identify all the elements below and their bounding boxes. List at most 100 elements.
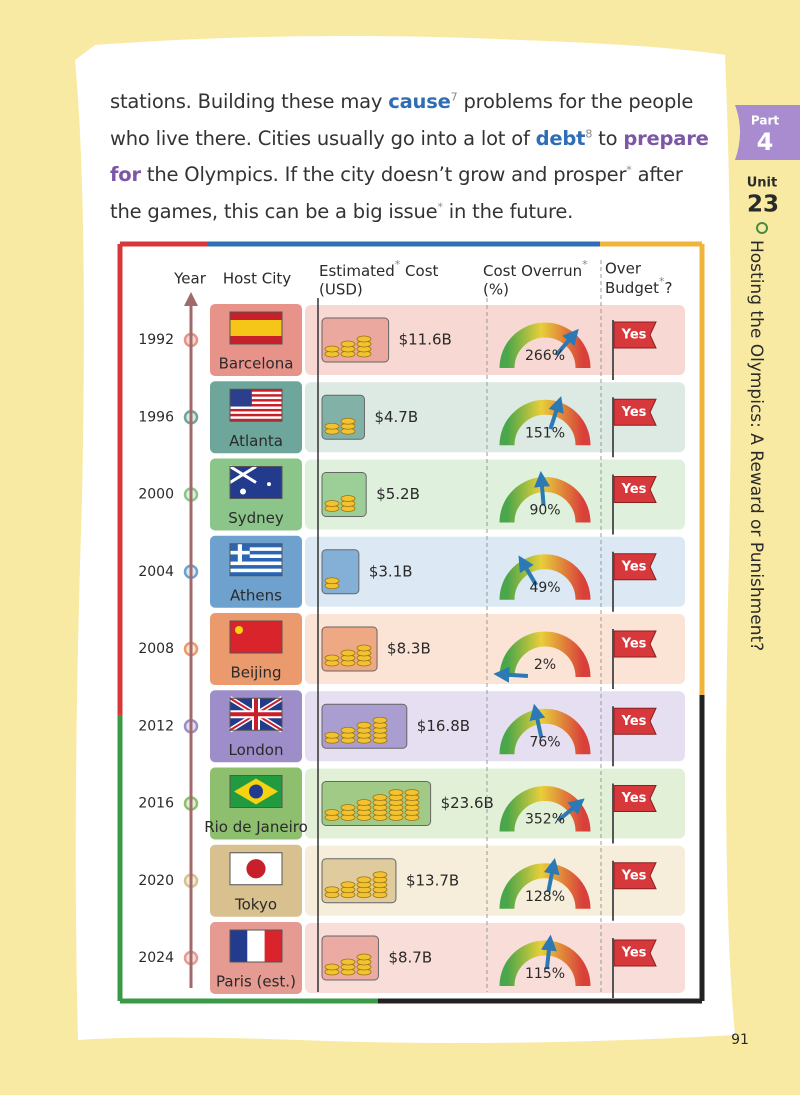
flag-part: [240, 488, 246, 495]
flag-part: [230, 389, 282, 392]
budget-flag: [613, 939, 657, 967]
cost-box: [321, 317, 390, 363]
city-name: Rio de Janeiro: [204, 818, 308, 836]
footnote-mark: 8: [585, 127, 593, 140]
header-over: Over: [605, 260, 642, 278]
header-cost-unit: (USD): [319, 281, 363, 299]
overrun-label: 151%: [525, 425, 565, 441]
year: 1996: [138, 409, 174, 425]
flag-part: [230, 399, 282, 402]
gauge-arc: [499, 631, 591, 678]
budget-flag: [613, 553, 657, 581]
glossary-mark: *: [626, 163, 632, 177]
header-cost: Estimated* Cost: [319, 258, 439, 280]
coin: [372, 716, 388, 724]
flag-part: [249, 784, 263, 799]
city-name: Atlanta: [229, 432, 283, 450]
over-budget: Yes: [621, 714, 647, 729]
flag-part: [230, 320, 282, 336]
text: problems for the people who live there. …: [110, 90, 694, 150]
row-band: [305, 536, 685, 607]
header-text: Cost Overrun: [483, 262, 582, 280]
over-budget: Yes: [621, 637, 647, 652]
header-text: Budget: [605, 279, 659, 297]
over-budget: Yes: [621, 405, 647, 420]
cost-label: $11.6B: [399, 331, 452, 349]
paragraph: stations. Building these may cause7 prob…: [110, 84, 714, 230]
row-band: [305, 845, 685, 916]
part-tab: [735, 105, 800, 160]
gauge-needle: [548, 396, 564, 430]
gauge-needle: [518, 555, 538, 587]
flag-part: [230, 572, 282, 576]
text: the Olympics. If the city doesn’t grow a…: [140, 163, 627, 186]
city-name: London: [229, 741, 284, 759]
cost-label: $16.8B: [417, 717, 470, 735]
overrun-label: 90%: [529, 503, 560, 519]
flag-part: [230, 408, 282, 412]
header-star: *: [659, 275, 665, 288]
coin: [356, 953, 372, 961]
coin: [340, 804, 356, 811]
gauge-arc: [499, 399, 591, 446]
header-overrun-unit: (%): [483, 281, 509, 299]
city-name: Tokyo: [234, 895, 277, 913]
coin: [356, 876, 372, 884]
vocab-word: cause: [388, 90, 451, 113]
gauge-needle: [493, 666, 529, 683]
coin: [404, 789, 420, 796]
header-text: Estimated: [319, 262, 395, 280]
year: 2004: [138, 564, 174, 580]
header-star: *: [395, 258, 401, 271]
vocab-phrase: prepare for: [110, 126, 709, 187]
header-text: ?: [664, 279, 672, 297]
flag-part: [230, 930, 248, 962]
over-budget: Yes: [621, 946, 647, 961]
year: 2000: [138, 487, 174, 503]
row-band: [305, 305, 685, 375]
cost-label: $8.3B: [387, 640, 431, 658]
coin: [340, 649, 356, 657]
city-name: Paris (est.): [216, 973, 296, 991]
gauge-arc: [499, 786, 591, 832]
coin: [324, 345, 340, 353]
year: 2008: [138, 641, 174, 657]
cost-label: $8.7B: [388, 949, 432, 967]
city-name: Sydney: [228, 509, 284, 527]
coin: [340, 881, 356, 889]
coin: [324, 500, 340, 507]
city-name: Athens: [230, 586, 282, 604]
cost-label: $13.7B: [406, 871, 459, 889]
flag-part: [235, 626, 243, 634]
gauge-needle: [543, 858, 560, 893]
glossary-mark: *: [437, 200, 443, 213]
over-budget: Yes: [621, 328, 647, 343]
coin: [356, 799, 372, 806]
coin: [324, 422, 340, 430]
gauge-needle: [534, 470, 551, 506]
row-band: [305, 614, 685, 684]
coin: [356, 644, 372, 652]
flag-border: [229, 697, 283, 731]
flag-part: [247, 930, 265, 962]
budget-flag: [613, 398, 657, 426]
year: 2012: [138, 718, 174, 734]
coin: [324, 886, 340, 894]
coin: [356, 721, 372, 729]
over-budget: Yes: [621, 868, 647, 883]
city-name: Beijing: [230, 664, 281, 682]
coin: [340, 958, 356, 966]
cost-label: $4.7B: [374, 408, 418, 426]
budget-flag: [613, 862, 657, 890]
over-budget: Yes: [621, 482, 647, 497]
row-band: [305, 459, 685, 530]
flag-part: [267, 482, 271, 487]
coin: [388, 789, 404, 796]
gauge-needle: [540, 934, 557, 970]
flag-border: [229, 620, 283, 654]
unit-label: Unit: [747, 176, 777, 191]
row-band: [305, 382, 685, 453]
flag-part: [237, 543, 242, 562]
